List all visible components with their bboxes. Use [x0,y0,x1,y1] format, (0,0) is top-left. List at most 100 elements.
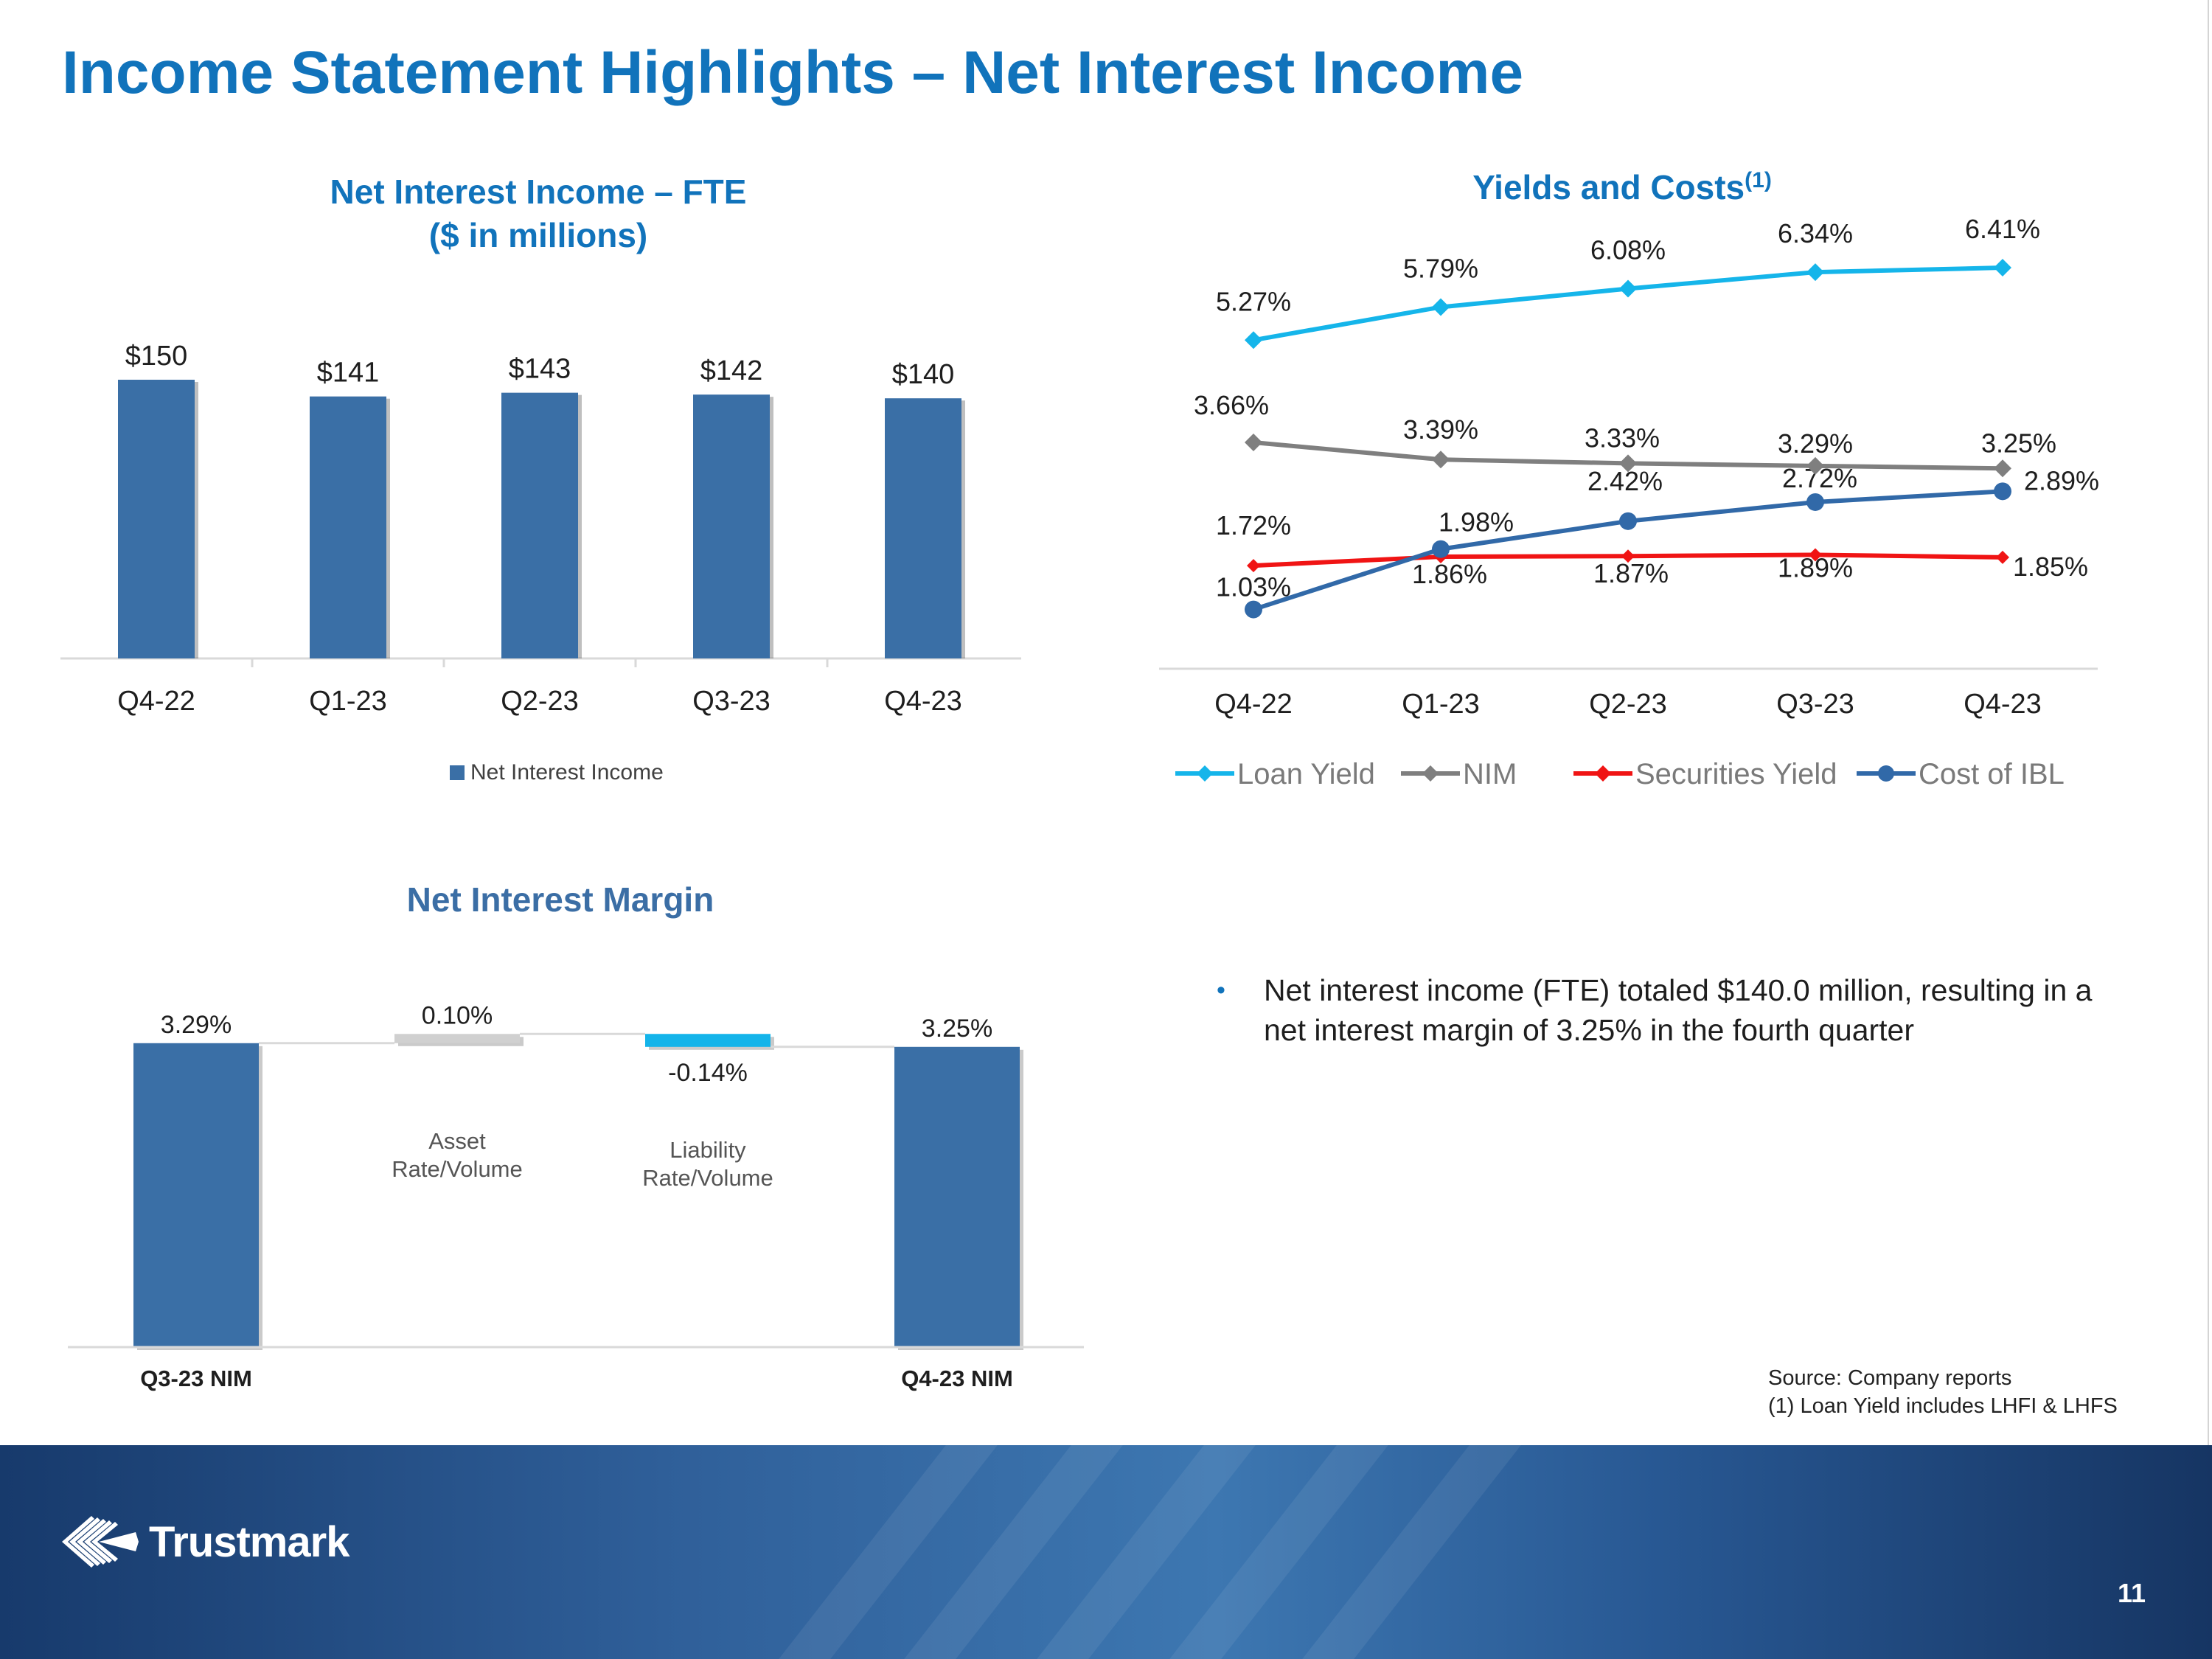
yc-data-label: 1.87% [1593,558,1669,588]
yc-data-label: 1.85% [2013,552,2088,582]
nim-category-label: Q3-23 NIM [140,1366,252,1391]
nim-chart-title: Net Interest Margin [407,880,714,919]
nim-category-label: Q4-23 NIM [901,1366,1013,1391]
yc-point-marker [1432,451,1450,469]
yc-legend-marker [1197,765,1213,782]
yields-costs-chart: Yields and Costs(1) 1.72% 1.86% 1.87% 1.89%… [1159,168,2099,790]
yc-point-marker [1621,549,1635,563]
nii-category-label: Q4-23 [884,686,962,717]
yc-data-label: 6.34% [1778,218,1853,248]
yc-point-marker [1245,433,1262,451]
yc-point-marker [1432,298,1450,316]
nim-driver-label: Asset Rate/Volume [392,1128,523,1182]
yc-point-marker [1806,456,1824,475]
yc-data-label: 1.98% [1439,507,1514,538]
nim-data-label: 3.29% [161,1011,232,1039]
yc-point-marker [1806,493,1824,511]
yc-title-superscript: (1) [1745,168,1772,192]
right-border-rule [2208,0,2209,1445]
yc-point-marker [1994,259,2011,277]
nii-legend-label: Net Interest Income [470,760,664,785]
nii-data-label: $143 [509,354,571,385]
nim-data-label: 0.10% [422,1001,493,1029]
yc-data-label: 5.79% [1403,253,1478,283]
footnote-line: (1) Loan Yield includes LHFI & LHFS [1768,1394,2118,1418]
nii-bar [693,394,770,658]
yc-category-label: Q2-23 [1589,689,1667,720]
yc-data-label: 2.89% [2024,465,2099,495]
nii-bar [501,392,578,658]
nii-data-label: $141 [317,358,380,389]
nim-data-label: 3.25% [922,1015,992,1043]
nii-bar [118,380,195,658]
yc-data-label: 3.33% [1585,422,1660,453]
yc-point-marker [1994,459,2011,478]
nim-bar [894,1046,1020,1347]
nii-category-label: Q2-23 [501,686,579,717]
yc-point-marker [1247,559,1260,573]
yc-data-label: 6.41% [1965,214,2040,244]
slide-title: Income Statement Highlights – Net Intere… [62,39,1524,106]
source-line: Source: Company reports [1768,1366,2012,1390]
commentary-text: Net interest income (FTE) totaled $140.0… [1264,973,2093,1047]
yc-legend-label: NIM [1463,758,1517,790]
yc-category-label: Q4-23 [1964,689,2042,720]
nim-driver-label: Liability Rate/Volume [642,1137,773,1191]
nim-data-label: -0.14% [668,1059,748,1087]
yc-point-marker [1245,331,1262,349]
yc-point-marker [1809,548,1822,562]
yc-data-label: 6.08% [1590,234,1666,265]
commentary-bullet: • Net interest income (FTE) totaled $140… [1217,970,2131,1050]
yc-legend-marker [1422,765,1439,782]
nii-legend-swatch [450,765,465,780]
nim-bar [394,1034,520,1043]
yc-point-marker [1619,279,1637,298]
nii-bar [885,398,961,658]
page-number: 11 [2117,1578,2146,1608]
yc-data-label: 3.66% [1194,390,1269,420]
yc-category-label: Q3-23 [1776,689,1854,720]
nim-bar [133,1043,259,1347]
yc-legend-label: Securities Yield [1635,758,1837,790]
nii-category-label: Q4-22 [117,686,195,717]
yc-point-marker [1245,600,1262,619]
yc-data-label: 1.89% [1778,552,1853,582]
yc-chart-title: Yields and Costs(1) [1472,168,1772,206]
yc-data-label: 1.72% [1216,510,1291,540]
logo-wordmark: Trustmark [149,1517,349,1566]
yc-data-label: 2.42% [1587,466,1663,496]
yc-data-label: 1.86% [1412,559,1487,589]
yc-legend-label: Cost of IBL [1919,758,2065,790]
nii-bar [310,396,386,658]
yc-point-marker [1806,263,1824,282]
yc-category-label: Q1-23 [1402,689,1480,720]
yc-data-label: 3.25% [1981,428,2056,458]
yc-point-marker [1619,512,1637,530]
nii-chart-subtitle: ($ in millions) [429,216,647,254]
yc-legend-label: Loan Yield [1237,758,1375,790]
bullet-dot: • [1217,976,1225,1004]
yc-point-marker [1996,550,2009,564]
yc-point-marker [1994,482,2011,501]
trustmark-logo: Trustmark [62,1513,349,1571]
nii-category-label: Q3-23 [692,686,771,717]
nim-bar [645,1034,771,1047]
nii-chart-title: Net Interest Income – FTE [330,173,747,211]
trustmark-globe-icon [62,1516,139,1568]
yc-data-label: 3.29% [1778,428,1853,459]
nii-data-label: $142 [700,355,763,386]
yc-data-label: 1.03% [1216,572,1291,602]
nii-data-label: $150 [125,341,188,372]
net-interest-income-chart: Net Interest Income – FTE ($ in millions… [60,173,1021,785]
nii-category-label: Q1-23 [309,686,387,717]
nii-data-label: $140 [892,359,955,390]
footer-band: Trustmark 11 [0,1445,2212,1659]
yc-legend-marker [1878,765,1894,782]
yc-point-marker [1432,540,1450,558]
source-notes: Source: Company reports (1) Loan Yield i… [1768,1364,2118,1420]
yc-data-label: 5.27% [1216,286,1291,316]
yc-data-label: 3.39% [1403,414,1478,445]
yc-legend-marker [1595,765,1611,782]
yc-point-marker [1619,454,1637,473]
yc-category-label: Q4-22 [1214,689,1293,720]
